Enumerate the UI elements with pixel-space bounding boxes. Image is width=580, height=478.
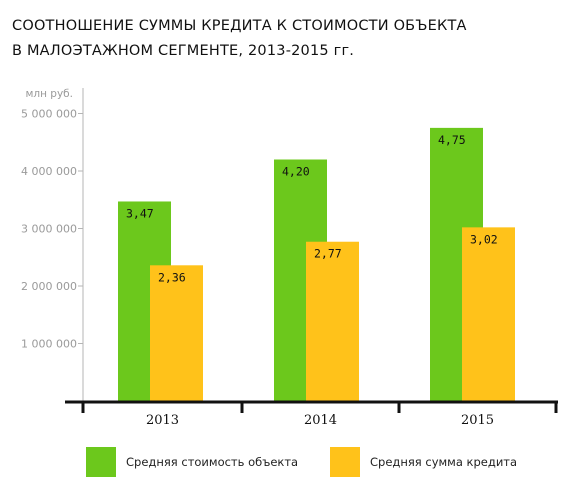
bars — [118, 127, 515, 401]
chart-title: СООТНОШЕНИЕ СУММЫ КРЕДИТА К СТОИМОСТИ ОБ… — [12, 14, 467, 64]
legend-item-object-cost: Средняя стоимость объекта — [86, 447, 298, 477]
y-axis: млн руб. 1 000 000 2 000 000 3 000 000 4 000… — [21, 88, 84, 401]
x-tick-label-2015: 2015 — [461, 413, 494, 428]
x-tick-label-2014: 2014 — [304, 413, 337, 428]
data-label-loan-amount-2014: 2,77 — [314, 247, 342, 261]
data-label-object-cost-2014: 4,20 — [282, 165, 310, 179]
bar-loan-amount-2015 — [462, 227, 515, 401]
y-tick-label: 2 000 000 — [21, 280, 77, 293]
x-tick-label-2013: 2013 — [146, 413, 179, 428]
bar-chart: млн руб. 1 000 000 2 000 000 3 000 000 4 000… — [21, 88, 558, 428]
chart-legend: Средняя стоимость объекта Средняя сумма … — [0, 447, 580, 477]
y-tick-label: 5 000 000 — [21, 108, 77, 121]
chart-title-line-1: СООТНОШЕНИЕ СУММЫ КРЕДИТА К СТОИМОСТИ ОБ… — [12, 18, 467, 34]
y-tick-label: 4 000 000 — [21, 165, 77, 178]
bar-loan-amount-2014 — [306, 241, 359, 401]
legend-swatch-loan-amount — [330, 447, 360, 477]
legend-label-loan-amount: Средняя сумма кредита — [370, 455, 518, 469]
y-axis-unit-label: млн руб. — [25, 88, 73, 100]
legend-label-object-cost: Средняя стоимость объекта — [126, 455, 299, 469]
y-tick-label: 3 000 000 — [21, 223, 77, 236]
legend-swatch-object-cost — [86, 447, 116, 477]
x-axis: 2013 2014 2015 — [65, 400, 558, 428]
data-label-object-cost-2015: 4,75 — [438, 133, 466, 147]
chart-title-line-2: В МАЛОЭТАЖНОМ СЕГМЕНТЕ, 2013-2015 гг. — [12, 43, 355, 59]
data-label-loan-amount-2013: 2,36 — [158, 270, 186, 284]
data-labels: 3,47 4,20 4,75 2,36 2,77 3,02 — [126, 133, 498, 284]
y-tick-label: 1 000 000 — [21, 338, 77, 351]
data-label-loan-amount-2015: 3,02 — [470, 232, 498, 246]
legend-item-loan-amount: Средняя сумма кредита — [330, 447, 517, 477]
bar-loan-amount-2013 — [150, 265, 203, 401]
data-label-object-cost-2013: 3,47 — [126, 206, 154, 220]
